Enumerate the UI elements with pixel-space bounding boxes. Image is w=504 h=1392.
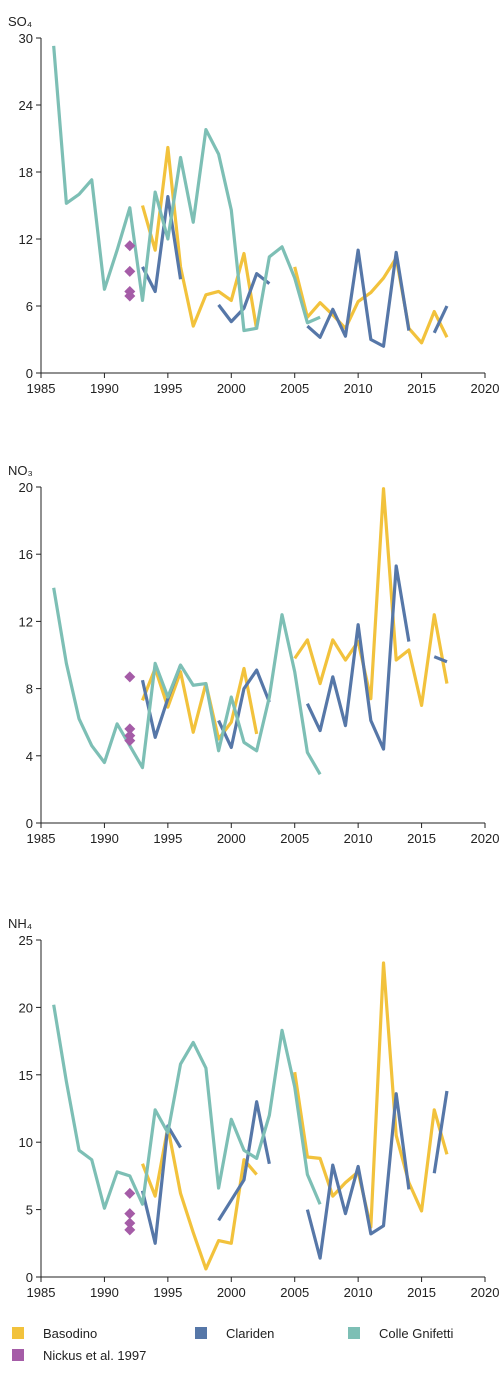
x-tick-label: 1985 xyxy=(27,381,56,396)
legend-label: Nickus et al. 1997 xyxy=(43,1348,146,1363)
x-tick-label: 1985 xyxy=(27,831,56,846)
y-tick-label: 5 xyxy=(26,1203,33,1218)
point xyxy=(124,1217,136,1229)
x-tick-label: 1990 xyxy=(90,831,119,846)
point xyxy=(124,1224,136,1236)
point xyxy=(124,1208,136,1220)
y-tick-label: 8 xyxy=(26,682,33,697)
x-tick-label: 1995 xyxy=(153,1285,182,1300)
line xyxy=(432,305,449,334)
y-tick-label: 24 xyxy=(19,98,33,113)
y-tick-label: 16 xyxy=(19,547,33,562)
y-axis-label: NO₃ xyxy=(8,463,33,478)
line xyxy=(293,487,449,707)
point xyxy=(124,290,136,302)
x-tick-label: 2015 xyxy=(407,1285,436,1300)
x-tick-label: 1990 xyxy=(90,1285,119,1300)
y-tick-label: 25 xyxy=(19,933,33,948)
legend-label: Clariden xyxy=(226,1326,274,1341)
line xyxy=(293,961,449,1229)
line xyxy=(433,655,448,664)
y-tick-label: 6 xyxy=(26,299,33,314)
y-tick-label: 20 xyxy=(19,1000,33,1015)
x-tick-label: 1995 xyxy=(153,831,182,846)
y-tick-label: 0 xyxy=(26,1270,33,1285)
line xyxy=(432,1090,449,1174)
legend-swatch xyxy=(348,1327,360,1339)
y-tick-label: 12 xyxy=(19,614,33,629)
point xyxy=(124,723,136,735)
x-tick-label: 2020 xyxy=(471,831,500,846)
x-tick-label: 2010 xyxy=(344,831,373,846)
x-tick-label: 2000 xyxy=(217,1285,246,1300)
point xyxy=(124,240,136,252)
point xyxy=(124,671,136,683)
x-tick-label: 2005 xyxy=(280,1285,309,1300)
x-tick-label: 2010 xyxy=(344,381,373,396)
line xyxy=(305,1092,411,1260)
x-tick-label: 2015 xyxy=(407,381,436,396)
y-tick-label: 10 xyxy=(19,1135,33,1150)
x-tick-label: 2005 xyxy=(280,381,309,396)
legend-label: Colle Gnifetti xyxy=(379,1326,454,1341)
line xyxy=(217,668,271,749)
x-tick-label: 1990 xyxy=(90,381,119,396)
legend-swatch xyxy=(12,1327,24,1339)
x-tick-label: 1995 xyxy=(153,381,182,396)
point xyxy=(124,1187,136,1199)
point xyxy=(124,735,136,747)
line xyxy=(141,194,183,294)
x-tick-label: 1985 xyxy=(27,1285,56,1300)
y-tick-label: 0 xyxy=(26,366,33,381)
y-tick-label: 0 xyxy=(26,816,33,831)
line xyxy=(306,248,411,348)
legend-swatch xyxy=(195,1327,207,1339)
x-tick-label: 2005 xyxy=(280,831,309,846)
x-tick-label: 2020 xyxy=(471,1285,500,1300)
x-tick-label: 2000 xyxy=(217,381,246,396)
line xyxy=(305,564,411,751)
line xyxy=(293,256,449,345)
point xyxy=(124,265,136,277)
y-tick-label: 18 xyxy=(19,165,33,180)
y-tick-label: 4 xyxy=(26,749,33,764)
legend-swatch xyxy=(12,1349,24,1361)
x-tick-label: 2015 xyxy=(407,831,436,846)
x-tick-label: 2010 xyxy=(344,1285,373,1300)
x-tick-label: 2020 xyxy=(471,381,500,396)
line xyxy=(140,1124,182,1245)
x-tick-label: 2000 xyxy=(217,831,246,846)
line xyxy=(52,587,322,776)
y-tick-label: 15 xyxy=(19,1068,33,1083)
legend-label: Basodino xyxy=(43,1326,97,1341)
line xyxy=(217,1100,271,1222)
y-axis-label: NH₄ xyxy=(8,916,32,931)
line xyxy=(52,1004,322,1210)
y-axis-label: SO₄ xyxy=(8,14,32,29)
y-tick-label: 12 xyxy=(19,232,33,247)
line xyxy=(217,272,271,324)
line xyxy=(52,45,321,333)
y-tick-label: 20 xyxy=(19,480,33,495)
y-tick-label: 30 xyxy=(19,31,33,46)
line xyxy=(140,1125,258,1271)
line xyxy=(140,666,259,741)
